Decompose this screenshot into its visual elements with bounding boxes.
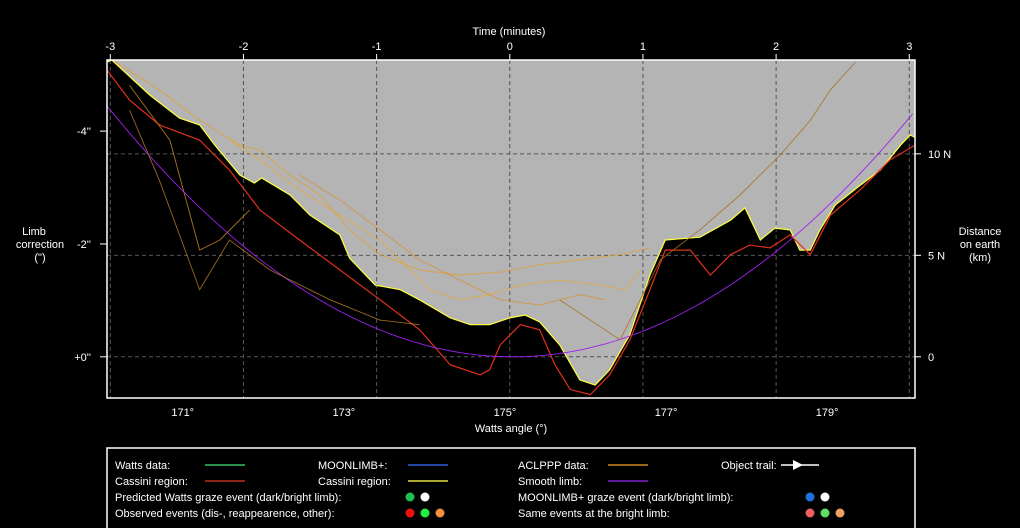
event-marker-dot <box>420 508 430 518</box>
series-line-4 <box>129 85 250 251</box>
event-marker-dot <box>435 508 445 518</box>
left-tick-label: +0'' <box>74 352 91 364</box>
time-tick-label: -1 <box>372 41 382 53</box>
right-tick-label: 10 N <box>928 149 951 161</box>
right-tick-label: 0 <box>928 352 934 364</box>
y-label-line: (") <box>34 252 45 264</box>
time-tick-label: 2 <box>773 41 779 53</box>
series-line-5 <box>559 61 856 341</box>
event-marker-dot <box>820 492 830 502</box>
x-tick-label: 177° <box>655 407 678 419</box>
legend-label: ACLPPP data: <box>518 460 589 472</box>
x-tick-label: 179° <box>816 407 839 419</box>
legend-event-label: Predicted Watts graze event (dark/bright… <box>115 492 341 504</box>
legend-label: Cassini region: <box>318 476 391 488</box>
time-axis-title: Time (minutes) <box>473 26 546 38</box>
y-label-line: Distance <box>959 226 1002 238</box>
legend-box <box>106 447 916 528</box>
y-axis-right-title: Distance on earth (km) <box>959 226 1002 264</box>
legend-label: Smooth limb: <box>518 476 582 488</box>
legend-event-label: MOONLIMB+ graze event (dark/bright limb)… <box>518 492 734 504</box>
series-line-2 <box>107 105 913 358</box>
event-marker-dot <box>405 508 415 518</box>
left-tick-label: -2'' <box>77 239 91 251</box>
event-marker-dot <box>420 492 430 502</box>
x-tick-label: 171° <box>171 407 194 419</box>
event-marker-dot <box>405 492 415 502</box>
series-line-0 <box>107 60 915 386</box>
legend-label: Object trail: <box>721 460 777 472</box>
y-axis-left-title: Limb correction (") <box>16 226 64 264</box>
time-tick-label: -2 <box>239 41 249 53</box>
event-marker-dot <box>805 492 815 502</box>
legend-event-label: Same events at the bright limb: <box>518 508 670 520</box>
time-tick-label: 3 <box>906 41 912 53</box>
legend-label: Cassini region: <box>115 476 188 488</box>
x-tick-label: 175° <box>494 407 517 419</box>
y-label-line: on earth <box>960 239 1000 251</box>
y-label-line: correction <box>16 239 64 251</box>
legend-event-label: Observed events (dis-, reappearence, oth… <box>115 508 335 520</box>
time-tick-label: 0 <box>507 41 513 53</box>
legend-label: MOONLIMB+: <box>318 460 387 472</box>
time-tick-label: -3 <box>105 41 115 53</box>
series-line-8 <box>229 139 641 301</box>
series-line-3 <box>114 61 651 276</box>
right-tick-label: 5 N <box>928 250 945 262</box>
left-tick-label: -4'' <box>77 126 91 138</box>
event-marker-dot <box>835 508 845 518</box>
y-label-line: Limb <box>22 226 46 238</box>
plot-frame <box>106 59 916 399</box>
x-axis-title: Watts angle (°) <box>475 423 547 435</box>
time-tick-label: 1 <box>640 41 646 53</box>
event-marker-dot <box>805 508 815 518</box>
series-line-1 <box>107 69 915 396</box>
series-line-6 <box>299 174 605 306</box>
series-line-7 <box>129 110 420 326</box>
event-marker-dot <box>820 508 830 518</box>
arrow-icon <box>793 460 803 470</box>
y-label-line: (km) <box>969 252 991 264</box>
legend: Watts data: MOONLIMB+: ACLPPP data: Object … <box>115 460 845 520</box>
moon-limb-area <box>107 60 915 398</box>
x-tick-label: 173° <box>332 407 355 419</box>
legend-label: Watts data: <box>115 460 170 472</box>
